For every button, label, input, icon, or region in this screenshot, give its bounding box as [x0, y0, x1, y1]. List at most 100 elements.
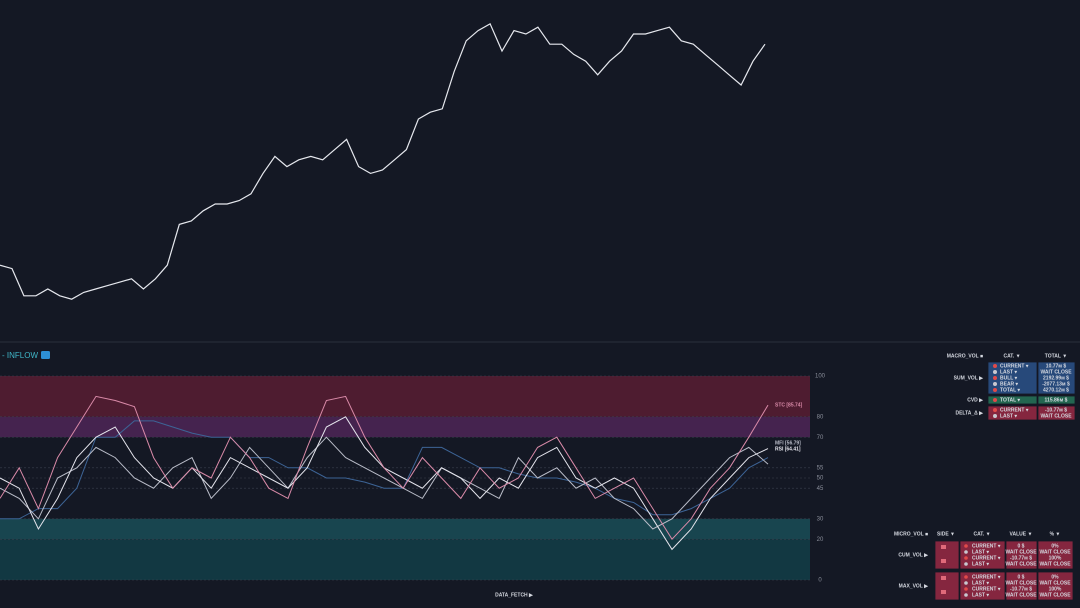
y-tick-label: 20	[817, 537, 824, 543]
table-cell	[934, 540, 960, 570]
side-icon	[941, 559, 946, 563]
cat-label: LAST ▾	[972, 561, 989, 567]
row-label: DELTA_Δ ▶	[955, 410, 984, 416]
series-label: RSI [64.41]	[775, 446, 801, 452]
row-label: MAX_VOL ▶	[899, 583, 929, 589]
cat-icon	[964, 550, 968, 554]
value-cell: WAIT CLOSE	[1005, 580, 1037, 586]
pct-cell: 0%	[1051, 543, 1059, 549]
total-value: -2077.13м $	[1042, 381, 1070, 387]
zone-band	[0, 376, 810, 417]
table-header: TOTAL ▼	[1045, 353, 1067, 359]
cat-label: BULL ▾	[1000, 375, 1018, 381]
total-value: -10.77м $	[1045, 407, 1067, 413]
table-cell	[987, 405, 1038, 421]
table-header: VALUE ▼	[1010, 531, 1033, 537]
pct-cell: 100%	[1049, 586, 1062, 592]
y-tick-label: 55	[817, 465, 824, 471]
cat-icon	[993, 414, 997, 418]
cat-label: CURRENT ▾	[1000, 363, 1029, 369]
y-tick-label: 45	[817, 486, 824, 492]
table-header: MICRO_VOL ■	[894, 531, 928, 537]
cat-label: LAST ▾	[1000, 413, 1017, 419]
cat-label: CURRENT ▾	[972, 574, 1001, 580]
table-cell	[987, 395, 1038, 405]
value-cell: -10.77м $	[1010, 555, 1032, 561]
table-header: CAT. ▼	[1003, 353, 1020, 359]
value-cell: 0 $	[1018, 543, 1025, 549]
table-cell	[1037, 361, 1076, 395]
table-header: % ▼	[1050, 531, 1061, 537]
y-tick-label: 100	[815, 374, 826, 380]
total-value: WAIT CLOSE	[1040, 369, 1072, 375]
table-cell	[1037, 405, 1076, 421]
cat-label: CURRENT ▾	[1000, 407, 1029, 413]
pct-cell: WAIT CLOSE	[1039, 561, 1071, 567]
pct-cell: 0%	[1051, 574, 1059, 580]
zone-band	[0, 518, 810, 540]
row-label: CVD ▶	[967, 397, 984, 403]
table-cell	[934, 571, 960, 601]
pct-cell: WAIT CLOSE	[1039, 580, 1071, 586]
table-header: MACRO_VOL ■	[947, 353, 983, 359]
cat-label: LAST ▾	[1000, 369, 1017, 375]
zone-band	[0, 539, 810, 580]
data-fetch[interactable]: DATA_FETCH ▶	[495, 592, 534, 598]
oscillator-line	[0, 436, 769, 530]
table-header: SIDE ▼	[937, 531, 955, 537]
oscillator-line	[0, 395, 769, 541]
value-cell: WAIT CLOSE	[1005, 549, 1037, 555]
cat-label: LAST ▾	[972, 549, 989, 555]
y-tick-label: 30	[817, 516, 824, 522]
row-label: SUM_VOL ▶	[954, 375, 984, 381]
cat-icon	[964, 544, 968, 548]
table-cell	[1037, 395, 1076, 405]
total-value: WAIT CLOSE	[1040, 413, 1072, 419]
table-cell	[1037, 571, 1074, 601]
pct-cell: 100%	[1049, 555, 1062, 561]
zone-band	[0, 416, 810, 438]
cat-label: BEAR ▾	[1000, 381, 1019, 387]
pct-cell: WAIT CLOSE	[1039, 592, 1071, 598]
cat-icon	[993, 398, 997, 402]
cat-icon	[964, 575, 968, 579]
side-icon	[941, 590, 946, 594]
pane-icon[interactable]	[41, 351, 50, 359]
pane-title: - INFLOW	[2, 351, 38, 360]
row-label: CUM_VOL ▶	[898, 552, 929, 558]
table-cell	[1005, 571, 1038, 601]
value-cell: -10.77м $	[1010, 586, 1032, 592]
value-cell: WAIT CLOSE	[1005, 592, 1037, 598]
cat-icon	[964, 587, 968, 591]
cat-icon	[964, 581, 968, 585]
cat-icon	[993, 370, 997, 374]
cat-label: LAST ▾	[972, 592, 989, 598]
cat-icon	[993, 364, 997, 368]
y-tick-label: 70	[817, 435, 824, 441]
oscillator-line	[0, 420, 769, 520]
cat-label: CURRENT ▾	[972, 543, 1001, 549]
table-header: CAT. ▼	[973, 531, 990, 537]
cat-label: CURRENT ▾	[972, 586, 1001, 592]
y-tick-label: 50	[817, 476, 824, 482]
series-label: MFI [56.79]	[775, 440, 801, 446]
cat-icon	[993, 408, 997, 412]
total-value: 10.77м $	[1046, 363, 1067, 369]
cat-label: LAST ▾	[972, 580, 989, 586]
total-value: 2192.99м $	[1043, 375, 1069, 381]
value-cell: 0 $	[1018, 574, 1025, 580]
pct-cell: WAIT CLOSE	[1039, 549, 1071, 555]
y-tick-label: 0	[818, 578, 822, 584]
y-tick-label: 80	[817, 414, 824, 420]
total-value: 115.86м $	[1045, 397, 1068, 403]
cat-label: TOTAL ▾	[1000, 397, 1021, 403]
side-icon	[941, 545, 946, 549]
cat-icon	[993, 388, 997, 392]
cat-icon	[993, 376, 997, 380]
price-line	[0, 22, 766, 300]
cat-icon	[993, 382, 997, 386]
cat-icon	[964, 562, 968, 566]
